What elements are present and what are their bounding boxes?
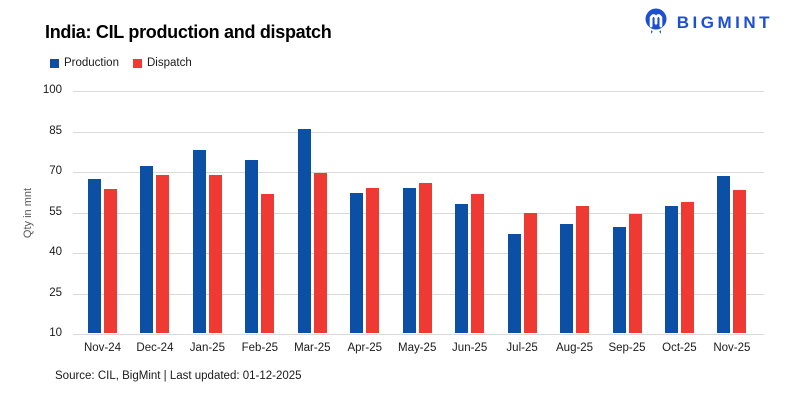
plot-area: Nov-24 Dec-24 Jan-25 Feb-25 Mar-25 Apr-25 May-… <box>73 91 764 354</box>
bar-production-mar-25[interactable] <box>297 129 311 333</box>
bar-group-aug-25 <box>560 206 590 333</box>
y-axis-tick-label: 10 <box>49 327 62 339</box>
y-axis-tick-label: 40 <box>49 246 62 258</box>
y-axis-tick-label: 25 <box>49 286 62 299</box>
bar-group-apr-25 <box>350 188 380 333</box>
gridline <box>73 212 764 214</box>
x-axis-tick-label: Jul-25 <box>506 342 538 354</box>
bar-dispatch-jul-25[interactable] <box>523 212 537 333</box>
bar-production-sep-25[interactable] <box>612 226 626 333</box>
bar-group-feb-25 <box>245 159 275 333</box>
bar-group-nov-24 <box>88 179 117 333</box>
bar-production-aug-25[interactable] <box>560 223 574 333</box>
bar-dispatch-sep-25[interactable] <box>628 214 642 333</box>
bar-production-jul-25[interactable] <box>507 234 521 333</box>
x-axis-tick-label: Dec-24 <box>136 342 174 354</box>
bar-dispatch-jan-25[interactable] <box>208 175 222 333</box>
x-axis-tick-label: Mar-25 <box>294 342 331 354</box>
bar-group-nov-25 <box>717 176 747 333</box>
page-title: India: CIL production and dispatch <box>45 22 332 42</box>
bigmint-logo-text: BIGMINT <box>676 12 773 32</box>
bar-production-nov-25[interactable] <box>717 176 731 333</box>
bar-dispatch-may-25[interactable] <box>418 183 432 333</box>
bar-group-may-25 <box>402 183 432 333</box>
y-axis-tick-label: 70 <box>49 165 62 177</box>
x-axis-tick-label: May-25 <box>398 342 437 354</box>
gridline <box>73 334 764 335</box>
bar-production-may-25[interactable] <box>402 187 416 333</box>
bar-production-oct-25[interactable] <box>664 206 678 333</box>
y-axis-tick-label: 100 <box>42 84 62 96</box>
bar-dispatch-jun-25[interactable] <box>471 194 485 333</box>
x-axis-tick-label: Feb-25 <box>241 342 279 354</box>
gridline <box>73 172 764 173</box>
bar-dispatch-aug-25[interactable] <box>576 206 590 333</box>
legend-label: Dispatch <box>146 57 192 69</box>
bar-group-jan-25 <box>192 149 222 333</box>
dispatch-swatch-icon <box>132 58 142 68</box>
bar-production-apr-25[interactable] <box>350 192 364 333</box>
legend-item-production[interactable]: Production <box>50 57 119 69</box>
bar-production-dec-24[interactable] <box>140 165 154 333</box>
gridline <box>73 293 764 295</box>
bar-group-jun-25 <box>455 194 485 333</box>
bar-dispatch-dec-24[interactable] <box>156 175 170 333</box>
bar-group-dec-24 <box>140 165 170 333</box>
legend-item-dispatch[interactable]: Dispatch <box>132 57 192 69</box>
bar-dispatch-nov-25[interactable] <box>733 190 747 333</box>
legend-label: Production <box>64 57 119 69</box>
gridline <box>73 131 764 133</box>
bar-production-feb-25[interactable] <box>245 159 259 333</box>
y-axis-tick-label: 85 <box>49 124 62 137</box>
x-axis-tick-label: Nov-25 <box>713 342 751 354</box>
bar-production-jun-25[interactable] <box>455 203 469 333</box>
bar-group-jul-25 <box>507 212 537 333</box>
bar-dispatch-mar-25[interactable] <box>313 173 327 333</box>
bigmint-logo-icon <box>642 7 670 38</box>
x-axis-tick-label: Aug-25 <box>556 342 594 354</box>
gridline <box>73 253 764 254</box>
bar-group-sep-25 <box>612 214 642 333</box>
production-swatch-icon <box>50 58 59 68</box>
bar-dispatch-oct-25[interactable] <box>680 201 694 333</box>
bar-production-jan-25[interactable] <box>192 149 206 333</box>
bar-dispatch-apr-25[interactable] <box>366 188 380 333</box>
bar-production-nov-24[interactable] <box>88 179 101 333</box>
bar-group-oct-25 <box>664 201 694 333</box>
x-axis-tick-label: Jun-25 <box>452 342 488 354</box>
source-note: Source: CIL, BigMint | Last updated: 01-… <box>55 370 302 382</box>
bar-dispatch-nov-24[interactable] <box>104 189 117 333</box>
y-axis-tick-label: 55 <box>49 205 62 218</box>
x-axis-tick-label: Jan-25 <box>189 342 225 354</box>
x-axis-tick-label: Sep-25 <box>608 342 646 354</box>
x-axis-tick-label: Nov-24 <box>83 342 122 354</box>
gridline <box>73 91 764 92</box>
x-axis-tick-label: Apr-25 <box>347 342 383 354</box>
bigmint-logo[interactable]: BIGMINT <box>642 7 773 38</box>
x-axis-tick-label: Oct-25 <box>662 342 697 354</box>
bar-dispatch-feb-25[interactable] <box>261 193 275 333</box>
chart-legend: Production Dispatch <box>50 57 192 69</box>
bar-group-mar-25 <box>297 129 327 333</box>
